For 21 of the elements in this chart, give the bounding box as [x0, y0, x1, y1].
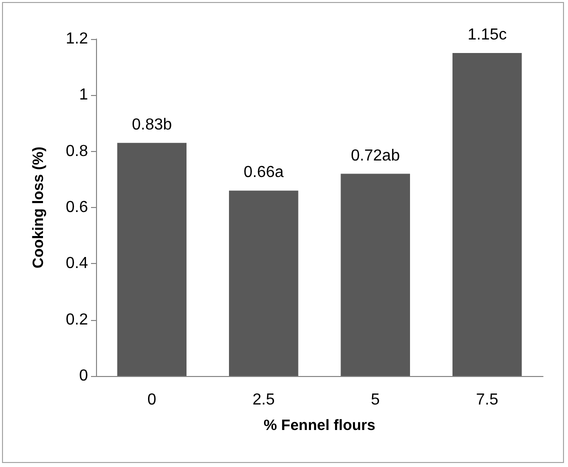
- data-label: 0.66a: [244, 164, 284, 182]
- data-label: 0.72ab: [350, 147, 400, 164]
- x-tick-label: 2.5: [252, 392, 275, 408]
- data-label: 1.15c: [468, 26, 507, 44]
- x-axis-title: % Fennel flours: [264, 417, 376, 434]
- x-tick-label: 5: [370, 392, 380, 408]
- data-label: 0.83b: [132, 116, 172, 134]
- y-tick-label: 1.2: [66, 30, 88, 48]
- bar: [340, 174, 410, 376]
- y-axis-title: Cooking loss (%): [30, 146, 47, 268]
- x-tick-label: 0: [147, 392, 156, 408]
- bar: [228, 190, 298, 376]
- y-tick-label: 0.2: [66, 311, 88, 328]
- y-tick-label: 0: [79, 368, 88, 384]
- bar: [452, 53, 522, 376]
- y-tick-label: 0.4: [66, 255, 88, 272]
- y-tick-label: 0.6: [66, 199, 88, 216]
- bar: [117, 142, 187, 376]
- y-tick-label: 0.8: [66, 142, 88, 160]
- x-tick-label: 7.5: [476, 392, 498, 408]
- y-tick-label: 1: [79, 86, 88, 104]
